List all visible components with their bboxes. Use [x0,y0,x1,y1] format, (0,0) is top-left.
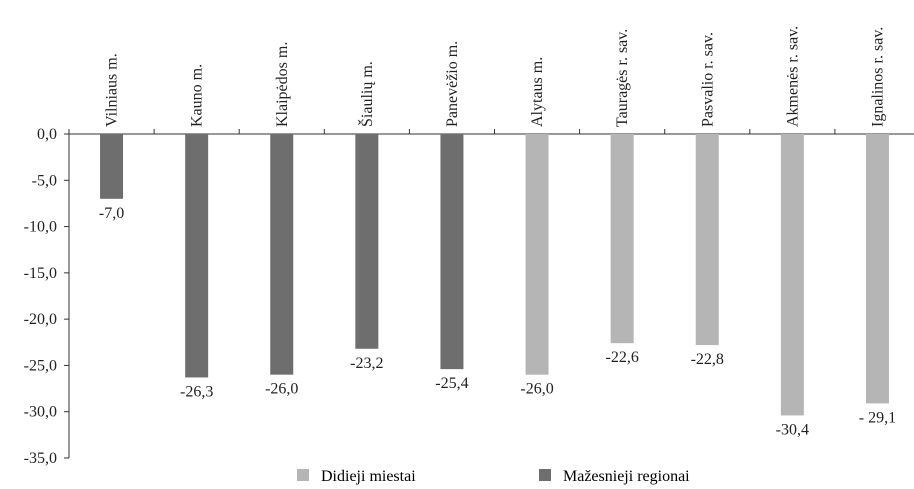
category-label-klaipedos-m: Klaipėdos m. [274,42,291,127]
bar-vilniaus-m [100,134,124,199]
bar-ignalinos-r-sav [865,134,889,404]
category-label-vilniaus-m: Vilniaus m. [104,53,121,127]
y-tick-label: -10,0 [24,219,57,236]
bar-alytaus-m [525,134,549,375]
y-tick-label: -15,0 [24,265,57,282]
category-label-ignalinos-r-sav: Ignalinos r. sav. [869,27,886,127]
value-label-siauliu-m: -23,2 [350,355,383,372]
value-label-akmenes-r-sav: -30,4 [776,421,809,438]
legend-label-mazesnieji-regionai: Mažesnieji regionai [563,468,690,485]
value-label-panevezio-m: -25,4 [435,375,468,392]
value-label-pasvalio-r-sav: -22,8 [691,351,724,368]
category-labels: Vilniaus m. Kauno m. Klaipėdos m. Šiaulių m… [104,26,887,127]
bar-klaipedos-m [270,134,294,375]
bar-panevezio-m [440,134,464,370]
bar-akmenes-r-sav [780,134,804,416]
value-label-alytaus-m: -26,0 [520,381,553,398]
legend-swatch-mazesnieji-regionai [539,469,551,481]
category-label-akmenes-r-sav: Akmenės r. sav. [784,26,801,127]
y-tick-label: -30,0 [24,404,57,421]
legend-swatch-didieji-miestai [297,469,309,481]
y-tick-label: -35,0 [24,450,57,467]
category-label-alytaus-m: Alytaus m. [529,57,546,127]
category-label-panevezio-m: Panevėžio m. [444,41,461,127]
category-label-siauliu-m: Šiaulių m. [357,61,376,127]
legend-label-didieji-miestai: Didieji miestai [321,468,416,485]
category-label-taurages-r-sav: Tauragės r. sav. [614,29,631,127]
bar-kauno-m [185,134,209,378]
value-label-taurages-r-sav: -22,6 [605,349,638,366]
value-label-klaipedos-m: -26,0 [265,381,298,398]
bar-taurages-r-sav [610,134,634,344]
y-axis: 0,0 -5,0 -10,0 -15,0 -20,0 -25,0 -30,0 -35,0 [24,126,70,467]
y-tick-label: -20,0 [24,311,57,328]
y-tick-label: 0,0 [37,126,57,143]
y-tick-label: -25,0 [24,357,57,374]
value-label-ignalinos-r-sav: - 29,1 [859,409,896,426]
bar-siauliu-m [355,134,379,349]
category-label-kauno-m: Kauno m. [189,64,206,127]
category-label-pasvalio-r-sav: Pasvalio r. sav. [699,32,716,127]
value-labels: -7,0 -26,3 -26,0 -23,2 -25,4 -26,0 -22,6 -22,8 -… [99,205,896,439]
value-label-vilniaus-m: -7,0 [99,205,124,222]
y-tick-label: -5,0 [32,172,57,189]
x-axis [68,129,914,135]
bar-pasvalio-r-sav [695,134,719,346]
legend: Didieji miestai Mažesnieji regionai [297,468,690,485]
value-label-kauno-m: -26,3 [180,383,213,400]
bars [100,134,889,416]
